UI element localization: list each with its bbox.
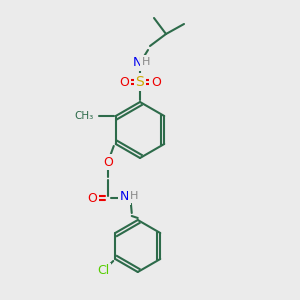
Text: S: S: [136, 75, 144, 89]
Text: H: H: [130, 191, 138, 201]
Text: N: N: [120, 190, 129, 203]
Text: H: H: [142, 57, 150, 67]
Text: N: N: [132, 56, 142, 70]
Text: O: O: [151, 76, 161, 88]
Text: CH₃: CH₃: [74, 111, 94, 121]
Text: O: O: [87, 191, 97, 205]
Text: Cl: Cl: [97, 265, 110, 278]
Text: O: O: [119, 76, 129, 88]
Text: O: O: [103, 155, 113, 169]
